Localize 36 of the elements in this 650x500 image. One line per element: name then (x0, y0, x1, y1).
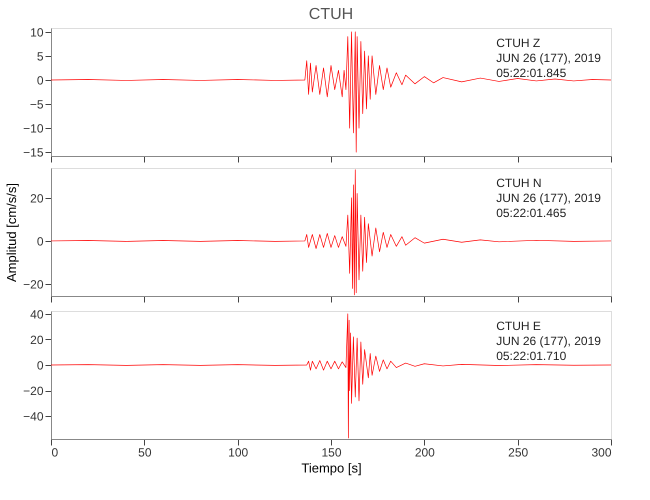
annotation: JUN 26 (177), 2019 (496, 191, 602, 205)
x-axis-title: Tiempo [s] (301, 460, 362, 476)
y-axis-title: Amplitud [cm/s/s] (4, 183, 20, 282)
chart-title: CTUH (308, 6, 354, 23)
x-tick-label: 200 (414, 446, 436, 460)
line-series (51, 169, 611, 296)
y-tick-label: 10 (30, 25, 44, 40)
y-tick-label: 20 (30, 332, 44, 347)
y-tick-label: −20 (23, 384, 44, 398)
annotation: CTUH N (496, 176, 542, 190)
y-tick-label: −20 (23, 278, 44, 292)
annotation: 05:22:01.710 (496, 349, 567, 363)
y-tick-label: 0 (36, 358, 44, 373)
line-series (51, 313, 611, 438)
x-tick-label: 300 (591, 446, 612, 460)
y-tick-label: 0 (36, 73, 44, 88)
x-tick-label: 250 (508, 446, 528, 460)
y-tick-label: −5 (30, 98, 44, 112)
x-tick-label: 0 (52, 446, 58, 460)
annotation: CTUH Z (496, 36, 540, 50)
y-tick-label: 40 (30, 307, 44, 322)
x-tick-label: 150 (321, 446, 342, 460)
y-tick-label: −10 (23, 122, 44, 136)
y-tick-label: 20 (30, 191, 44, 206)
annotation: 05:22:01.465 (496, 206, 567, 220)
x-tick-label: 100 (228, 446, 248, 460)
y-tick-label: 0 (36, 234, 44, 248)
annotation: CTUH E (496, 319, 541, 333)
y-tick-label: −40 (23, 410, 44, 424)
y-tick-label: −15 (23, 146, 44, 160)
annotation: 05:22:01.845 (496, 66, 567, 80)
annotation: JUN 26 (177), 2019 (496, 334, 602, 348)
annotation: JUN 26 (177), 2019 (496, 51, 602, 65)
x-tick-label: 50 (138, 446, 152, 460)
y-tick-label: 5 (36, 49, 44, 64)
line-series (51, 32, 611, 152)
